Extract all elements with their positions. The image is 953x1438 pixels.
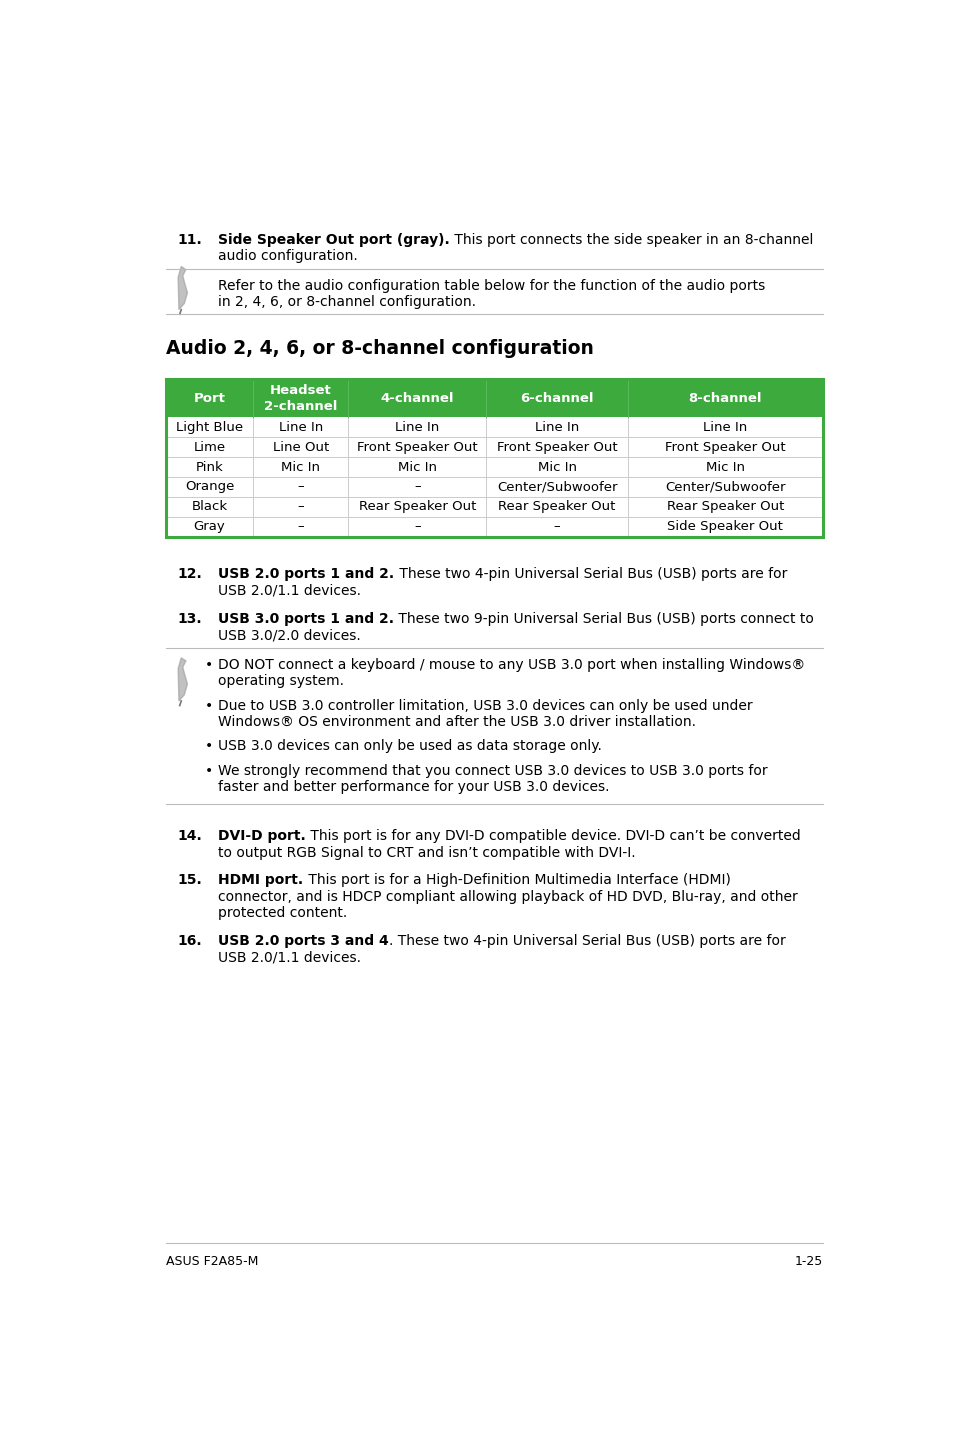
Text: –: – bbox=[414, 521, 420, 533]
Text: 1-25: 1-25 bbox=[794, 1255, 822, 1268]
Text: These two 9-pin Universal Serial Bus (USB) ports connect to: These two 9-pin Universal Serial Bus (US… bbox=[394, 611, 814, 626]
Text: Line In: Line In bbox=[395, 421, 439, 434]
Text: –: – bbox=[297, 480, 304, 493]
Text: This port connects the side speaker in an 8-channel: This port connects the side speaker in a… bbox=[450, 233, 813, 247]
Text: –: – bbox=[297, 500, 304, 513]
Text: Side Speaker Out port (gray).: Side Speaker Out port (gray). bbox=[218, 233, 450, 247]
Text: Mic In: Mic In bbox=[397, 460, 436, 473]
Text: This port is for a High-Definition Multimedia Interface (HDMI): This port is for a High-Definition Multi… bbox=[303, 873, 730, 887]
Polygon shape bbox=[178, 266, 187, 309]
Text: Due to USB 3.0 controller limitation, USB 3.0 devices can only be used under: Due to USB 3.0 controller limitation, US… bbox=[218, 699, 752, 713]
Text: connector, and is HDCP compliant allowing playback of HD DVD, Blu-ray, and other: connector, and is HDCP compliant allowin… bbox=[218, 890, 798, 905]
Text: Rear Speaker Out: Rear Speaker Out bbox=[497, 500, 615, 513]
Text: Rear Speaker Out: Rear Speaker Out bbox=[358, 500, 476, 513]
Text: 6-channel: 6-channel bbox=[519, 391, 593, 404]
Text: –: – bbox=[554, 521, 559, 533]
Text: USB 2.0/1.1 devices.: USB 2.0/1.1 devices. bbox=[218, 584, 361, 598]
Text: audio configuration.: audio configuration. bbox=[218, 249, 357, 263]
Text: HDMI port.: HDMI port. bbox=[218, 873, 303, 887]
Text: operating system.: operating system. bbox=[218, 674, 344, 689]
Text: Gray: Gray bbox=[193, 521, 225, 533]
Bar bbox=[166, 417, 822, 536]
Text: Audio 2, 4, 6, or 8-channel configuration: Audio 2, 4, 6, or 8-channel configuratio… bbox=[166, 339, 593, 358]
Text: Orange: Orange bbox=[185, 480, 233, 493]
Text: Front Speaker Out: Front Speaker Out bbox=[497, 440, 617, 454]
Text: Mic In: Mic In bbox=[537, 460, 576, 473]
Bar bbox=[166, 380, 822, 536]
Text: DVI-D port.: DVI-D port. bbox=[218, 830, 306, 843]
Text: •: • bbox=[205, 657, 213, 672]
Text: –: – bbox=[414, 480, 420, 493]
Text: protected content.: protected content. bbox=[218, 906, 347, 920]
Text: We strongly recommend that you connect USB 3.0 devices to USB 3.0 ports for: We strongly recommend that you connect U… bbox=[218, 764, 767, 778]
Text: in 2, 4, 6, or 8-channel configuration.: in 2, 4, 6, or 8-channel configuration. bbox=[218, 295, 476, 309]
Text: Center/Subwoofer: Center/Subwoofer bbox=[497, 480, 617, 493]
Text: Black: Black bbox=[192, 500, 227, 513]
Text: USB 2.0/1.1 devices.: USB 2.0/1.1 devices. bbox=[218, 951, 361, 965]
Text: Headset
2-channel: Headset 2-channel bbox=[264, 384, 337, 413]
Text: Pink: Pink bbox=[195, 460, 223, 473]
Text: Line In: Line In bbox=[535, 421, 578, 434]
Text: Lime: Lime bbox=[193, 440, 225, 454]
Text: •: • bbox=[205, 739, 213, 754]
Text: Line In: Line In bbox=[278, 421, 323, 434]
Text: 15.: 15. bbox=[177, 873, 202, 887]
Text: Side Speaker Out: Side Speaker Out bbox=[667, 521, 782, 533]
Polygon shape bbox=[178, 657, 187, 700]
Text: •: • bbox=[205, 699, 213, 713]
Text: DO NOT connect a keyboard / mouse to any USB 3.0 port when installing Windows®: DO NOT connect a keyboard / mouse to any… bbox=[218, 657, 805, 672]
Text: Light Blue: Light Blue bbox=[175, 421, 243, 434]
Text: Front Speaker Out: Front Speaker Out bbox=[664, 440, 785, 454]
Text: •: • bbox=[205, 764, 213, 778]
Text: Line In: Line In bbox=[702, 421, 747, 434]
Text: Mic In: Mic In bbox=[705, 460, 744, 473]
Text: to output RGB Signal to CRT and isn’t compatible with DVI-I.: to output RGB Signal to CRT and isn’t co… bbox=[218, 846, 636, 860]
Text: Line Out: Line Out bbox=[273, 440, 329, 454]
Text: Center/Subwoofer: Center/Subwoofer bbox=[664, 480, 784, 493]
Text: 11.: 11. bbox=[177, 233, 202, 247]
Text: USB 3.0 ports 1 and 2.: USB 3.0 ports 1 and 2. bbox=[218, 611, 394, 626]
Text: faster and better performance for your USB 3.0 devices.: faster and better performance for your U… bbox=[218, 781, 609, 794]
Text: Front Speaker Out: Front Speaker Out bbox=[356, 440, 477, 454]
Text: 4-channel: 4-channel bbox=[380, 391, 454, 404]
Text: USB 3.0 devices can only be used as data storage only.: USB 3.0 devices can only be used as data… bbox=[218, 739, 601, 754]
Text: These two 4-pin Universal Serial Bus (USB) ports are for: These two 4-pin Universal Serial Bus (US… bbox=[395, 568, 786, 581]
Text: –: – bbox=[297, 521, 304, 533]
Text: 12.: 12. bbox=[177, 568, 202, 581]
Text: Rear Speaker Out: Rear Speaker Out bbox=[666, 500, 783, 513]
Text: 13.: 13. bbox=[177, 611, 202, 626]
Text: Refer to the audio configuration table below for the function of the audio ports: Refer to the audio configuration table b… bbox=[218, 279, 765, 293]
Text: 16.: 16. bbox=[177, 935, 202, 948]
Text: 8-channel: 8-channel bbox=[688, 391, 761, 404]
Bar bbox=[166, 380, 822, 417]
Text: Windows® OS environment and after the USB 3.0 driver installation.: Windows® OS environment and after the US… bbox=[218, 715, 696, 729]
Text: Port: Port bbox=[193, 391, 225, 404]
Text: . These two 4-pin Universal Serial Bus (USB) ports are for: . These two 4-pin Universal Serial Bus (… bbox=[389, 935, 785, 948]
Text: 14.: 14. bbox=[177, 830, 202, 843]
Text: This port is for any DVI-D compatible device. DVI-D can’t be converted: This port is for any DVI-D compatible de… bbox=[306, 830, 801, 843]
Text: Mic In: Mic In bbox=[281, 460, 320, 473]
Text: ASUS F2A85-M: ASUS F2A85-M bbox=[166, 1255, 258, 1268]
Text: USB 2.0 ports 3 and 4: USB 2.0 ports 3 and 4 bbox=[218, 935, 389, 948]
Text: USB 2.0 ports 1 and 2.: USB 2.0 ports 1 and 2. bbox=[218, 568, 395, 581]
Text: USB 3.0/2.0 devices.: USB 3.0/2.0 devices. bbox=[218, 628, 361, 643]
